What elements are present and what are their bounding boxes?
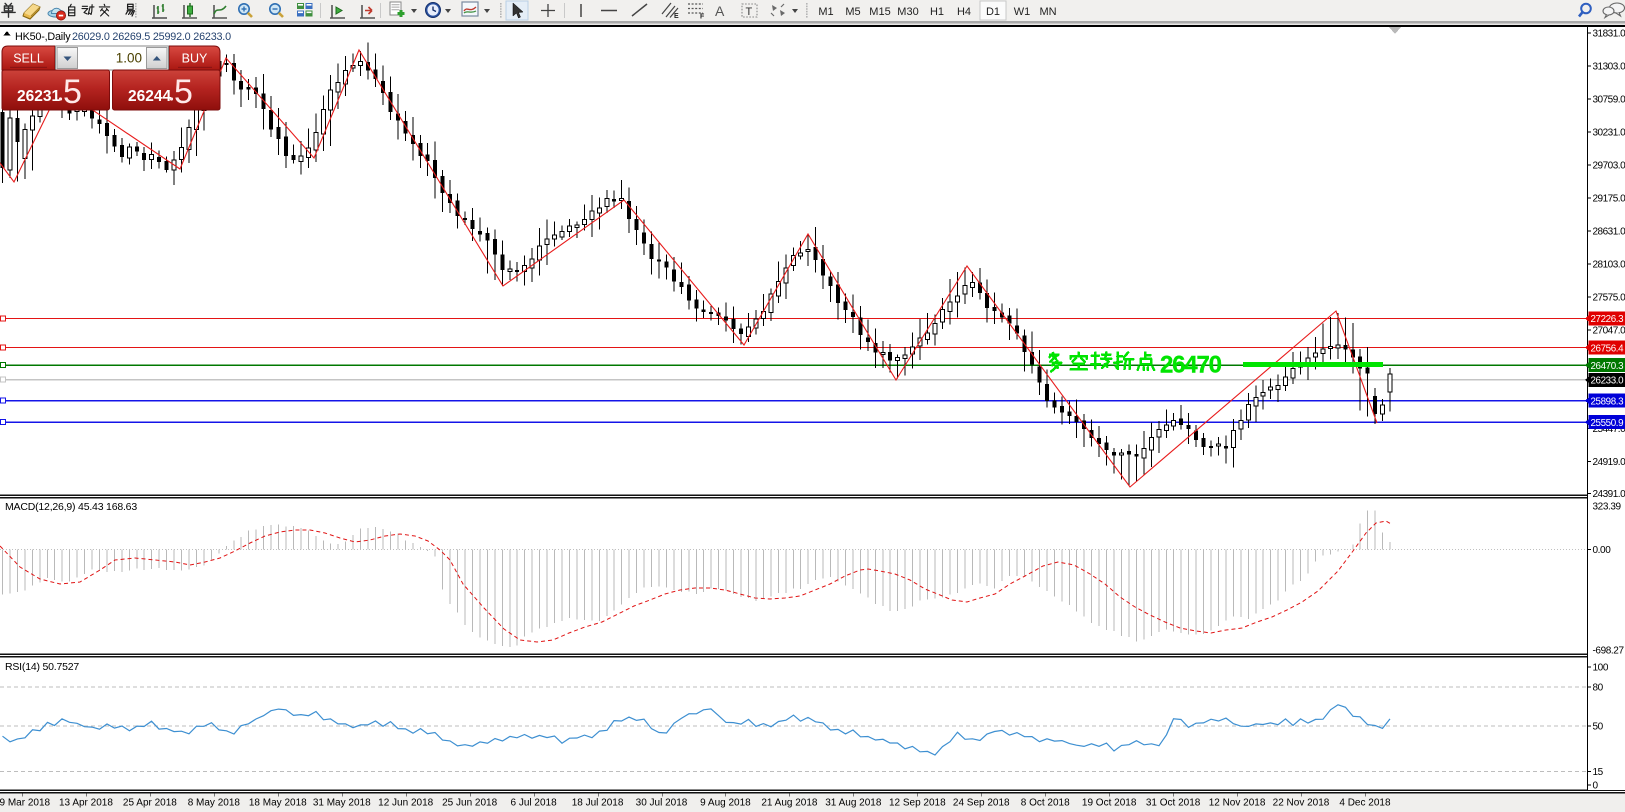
svg-text:31 May 2018: 31 May 2018 [313,798,371,809]
svg-text:M15: M15 [869,6,890,18]
svg-text:HK50-,Daily: HK50-,Daily [15,31,71,43]
svg-text:RSI(14) 50.7527: RSI(14) 50.7527 [5,661,79,673]
svg-text:13 Apr 2018: 13 Apr 2018 [59,798,113,809]
svg-text:A: A [715,3,725,19]
svg-text:22 Nov 2018: 22 Nov 2018 [1273,798,1330,809]
svg-text:28103.0: 28103.0 [1593,260,1625,271]
svg-text:6 Jul 2018: 6 Jul 2018 [511,798,558,809]
svg-text:26029.0 26269.5 25992.0 26233.: 26029.0 26269.5 25992.0 26233.0 [72,31,231,43]
svg-text:31831.0: 31831.0 [1593,29,1625,40]
svg-text:30231.0: 30231.0 [1593,128,1625,139]
svg-text:24391.0: 24391.0 [1593,489,1625,500]
svg-text:21 Aug 2018: 21 Aug 2018 [761,798,818,809]
svg-text:26244: 26244 [128,88,171,105]
svg-text:26233.0: 26233.0 [1591,376,1625,387]
svg-text:M30: M30 [897,6,918,18]
svg-text:D1: D1 [986,6,1000,18]
svg-text:12 Jun 2018: 12 Jun 2018 [378,798,433,809]
svg-text:-698.27: -698.27 [1593,646,1625,657]
svg-text:25550.9: 25550.9 [1591,418,1624,429]
svg-text:8 Oct 2018: 8 Oct 2018 [1021,798,1070,809]
svg-text:25898.3: 25898.3 [1591,397,1625,408]
svg-text:29175.0: 29175.0 [1593,194,1625,205]
svg-text:31303.0: 31303.0 [1593,62,1625,73]
svg-text:5: 5 [63,73,82,111]
svg-text:BUY: BUY [182,52,208,66]
svg-text:80: 80 [1593,683,1604,694]
svg-text:27575.0: 27575.0 [1593,293,1625,304]
svg-text:26231: 26231 [17,88,60,105]
svg-text:15: 15 [1593,767,1604,778]
svg-text:26470.3: 26470.3 [1591,361,1625,372]
svg-text:E: E [674,13,679,20]
svg-text:9 Aug 2018: 9 Aug 2018 [700,798,751,809]
svg-text:24919.0: 24919.0 [1593,457,1625,468]
svg-text:30759.0: 30759.0 [1593,95,1625,106]
svg-text:W1: W1 [1014,6,1031,18]
svg-text:4 Dec 2018: 4 Dec 2018 [1339,798,1391,809]
svg-text:25 Jun 2018: 25 Jun 2018 [442,798,497,809]
svg-text:MN: MN [1039,6,1056,18]
svg-text:H4: H4 [957,6,971,18]
svg-text:323.39: 323.39 [1593,502,1622,513]
svg-text:26470: 26470 [1160,352,1222,379]
svg-text:29703.0: 29703.0 [1593,161,1625,172]
svg-text:0.00: 0.00 [1593,545,1612,556]
svg-text:8 May 2018: 8 May 2018 [188,798,241,809]
svg-text:T: T [746,6,753,18]
svg-text:18 Jul 2018: 18 Jul 2018 [572,798,624,809]
svg-text:50: 50 [1593,722,1604,733]
svg-text:27226.3: 27226.3 [1591,314,1625,325]
svg-text:30 Jul 2018: 30 Jul 2018 [636,798,688,809]
svg-text:25447.0: 25447.0 [1593,424,1625,435]
svg-text:31 Aug 2018: 31 Aug 2018 [825,798,882,809]
svg-text:H1: H1 [930,6,944,18]
svg-text:MACD(12,26,9) 45.43 168.63: MACD(12,26,9) 45.43 168.63 [5,501,137,513]
svg-text:31 Oct 2018: 31 Oct 2018 [1146,798,1201,809]
svg-text:29 Mar 2018: 29 Mar 2018 [0,798,51,809]
svg-text:F: F [700,14,705,21]
svg-text:27047.0: 27047.0 [1593,326,1625,337]
svg-text:25 Apr 2018: 25 Apr 2018 [123,798,177,809]
svg-text:5: 5 [174,73,193,111]
svg-text:12 Nov 2018: 12 Nov 2018 [1209,798,1266,809]
svg-text:0: 0 [1593,781,1599,792]
svg-text:19 Oct 2018: 19 Oct 2018 [1082,798,1137,809]
svg-text:M1: M1 [818,6,833,18]
svg-text:24 Sep 2018: 24 Sep 2018 [953,798,1010,809]
svg-text:28631.0: 28631.0 [1593,227,1625,238]
svg-text:M5: M5 [845,6,860,18]
svg-text:100: 100 [1593,663,1609,674]
svg-text:18 May 2018: 18 May 2018 [249,798,307,809]
svg-text:12 Sep 2018: 12 Sep 2018 [889,798,946,809]
svg-text:1.00: 1.00 [116,51,142,66]
svg-text:SELL: SELL [13,52,44,66]
svg-text:26756.4: 26756.4 [1591,343,1625,354]
